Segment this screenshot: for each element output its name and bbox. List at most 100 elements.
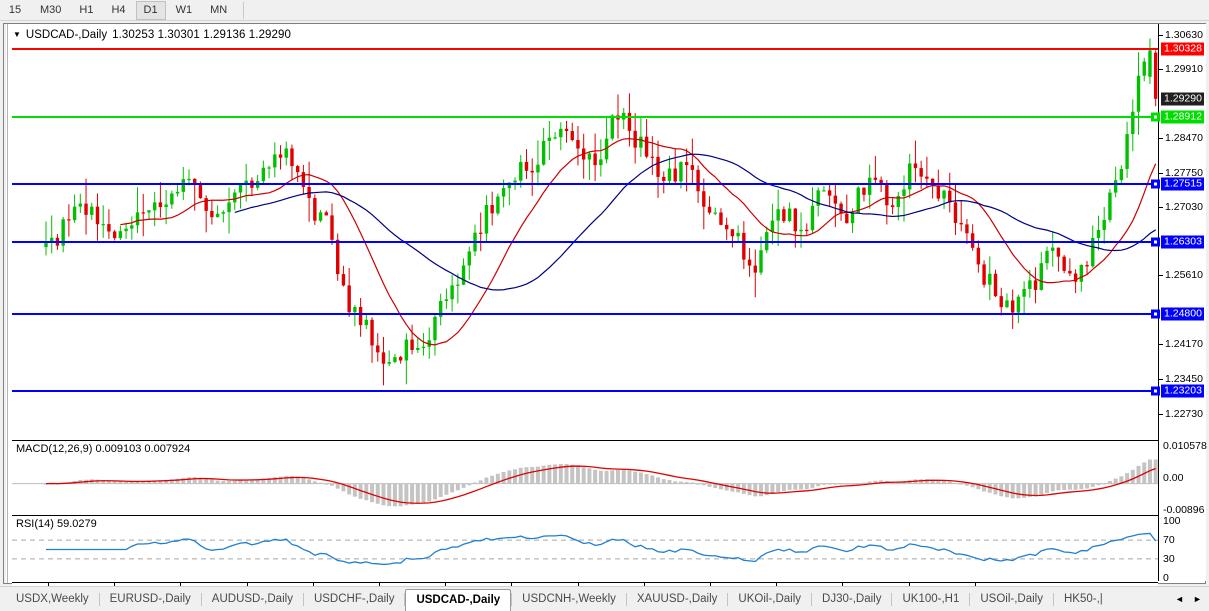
date-tick	[511, 583, 513, 586]
date-tick	[643, 583, 645, 586]
symbol-tab-uk100h1[interactable]: UK100-,H1	[902, 593, 960, 605]
date-tick	[180, 583, 182, 586]
timeframe-button-mn[interactable]: MN	[210, 4, 228, 16]
tab-divider	[625, 592, 627, 606]
symbol-tab-hk50[interactable]: HK50-,|	[1063, 593, 1103, 605]
level-line-1.23203[interactable]	[12, 389, 1158, 392]
price-tick	[1159, 207, 1163, 209]
timeframe-button-h4[interactable]: H4	[111, 4, 126, 16]
price-tag-blue[interactable]: 1.23203	[1161, 384, 1204, 398]
macd-panel[interactable]: MACD(12,26,9) 0.009103 0.007924	[12, 440, 1158, 514]
tab-divider	[98, 592, 100, 606]
rsi-panel[interactable]: RSI(14) 59.0279	[12, 515, 1158, 581]
rsi-tick-label: 30	[1163, 553, 1175, 566]
tab-divider	[891, 592, 893, 606]
price-tick	[1159, 172, 1163, 174]
timeframe-button-h1[interactable]: H1	[79, 4, 94, 16]
level-handle-marker[interactable]	[1151, 179, 1160, 189]
symbol-tab-audusddaily[interactable]: AUDUSD-,Daily	[211, 593, 293, 605]
level-line-1.26303[interactable]	[12, 241, 1158, 244]
date-tick	[48, 583, 49, 586]
timeframe-button-m30[interactable]: M30	[40, 4, 62, 16]
level-handle-marker[interactable]	[1151, 386, 1160, 396]
chart-symbol-label: USDCAD-,Daily	[25, 29, 108, 41]
level-handle-marker[interactable]	[1151, 309, 1160, 319]
price-tick-label: 1.27030	[1165, 201, 1203, 214]
rsi-label: RSI(14) 59.0279	[16, 518, 97, 530]
date-tick	[379, 583, 380, 586]
chart-frame: ▼ USDCAD-,Daily 1.30253 1.30301 1.29136 …	[3, 23, 1207, 602]
symbol-tab-dj30daily[interactable]: DJ30-,Daily	[822, 593, 882, 605]
rsi-tick-label: 0	[1163, 572, 1169, 585]
level-line-1.30328[interactable]	[12, 48, 1158, 51]
date-tick	[445, 583, 447, 586]
date-tick	[842, 583, 844, 586]
symbol-tab-usoildaily[interactable]: USOil-,Daily	[980, 593, 1043, 605]
date-tick	[974, 583, 976, 586]
date-tick	[577, 583, 579, 586]
collapse-chevron-icon[interactable]: ▼	[13, 30, 21, 39]
timeframe-button-w1[interactable]: W1	[175, 4, 193, 16]
price-tick	[1159, 379, 1163, 381]
symbol-tab-usdchfdaily[interactable]: USDCHF-,Daily	[313, 593, 395, 605]
tab-divider	[511, 592, 513, 606]
macd-tick-label: -0.00896	[1163, 504, 1205, 517]
symbol-tab-usdcnhweekly[interactable]: USDCNH-,Weekly	[522, 593, 616, 605]
price-tick	[1159, 275, 1163, 277]
tab-divider	[811, 592, 813, 606]
level-line-1.248[interactable]	[12, 313, 1158, 316]
price-candlestick-plot	[44, 38, 1158, 386]
level-handle-marker[interactable]	[1151, 112, 1160, 122]
rsi-tick-label: 100	[1163, 515, 1181, 527]
macd-label: MACD(12,26,9) 0.009103 0.007924	[16, 443, 191, 455]
toolbar-separator	[243, 1, 245, 19]
date-tick	[246, 583, 248, 586]
scroll-left-icon[interactable]: ◄	[1175, 594, 1184, 604]
price-tick-label: 1.30630	[1165, 28, 1203, 41]
price-tag-blue[interactable]: 1.26303	[1161, 235, 1204, 249]
tab-divider	[1052, 592, 1054, 606]
price-tick-label: 1.23450	[1165, 373, 1203, 386]
tab-divider	[200, 592, 202, 606]
symbol-tab-bar: USDX,Weekly EURUSD-,Daily AUDUSD-,Daily USD…	[0, 586, 1209, 611]
timeframe-toolbar: 15 M30 H1 H4 D1 W1 MN	[0, 0, 1209, 21]
price-tag-blue[interactable]: 1.27515	[1161, 177, 1204, 191]
price-tick	[1159, 69, 1163, 71]
price-panel[interactable]	[12, 24, 1158, 439]
tab-divider	[404, 592, 406, 606]
date-tick	[908, 583, 910, 586]
price-tag-red[interactable]: 1.30328	[1161, 42, 1204, 56]
symbol-tab-usdcaddaily[interactable]: USDCAD-,Daily	[405, 588, 512, 611]
tab-divider	[727, 592, 729, 606]
price-tick-label: 1.28470	[1165, 132, 1203, 145]
price-tick-label: 1.29910	[1165, 63, 1203, 76]
price-tick-label: 1.24170	[1165, 338, 1203, 351]
tab-divider	[969, 592, 971, 606]
date-tick	[776, 583, 778, 586]
price-scale-axis[interactable]: 1.30630 1.29910 1.28470 1.27750 1.27030 1.256…	[1151, 24, 1207, 585]
level-line-1.27515[interactable]	[12, 183, 1158, 185]
level-handle-marker[interactable]	[1151, 237, 1160, 247]
symbol-tab-ukoildaily[interactable]: UKOil-,Daily	[738, 593, 802, 605]
chart-scroll-strip[interactable]	[4, 24, 11, 583]
level-line-1.28912[interactable]	[12, 115, 1158, 118]
macd-plot	[12, 459, 1158, 507]
price-tick-label: 1.27750	[1165, 166, 1203, 179]
timeframe-button-15[interactable]: 15	[8, 4, 22, 16]
price-tick-label: 1.22730	[1165, 407, 1203, 420]
symbol-tab-xauusddaily[interactable]: XAUUSD-,Daily	[636, 593, 718, 605]
macd-tick-label: 0.00	[1163, 472, 1184, 485]
price-tag-blue[interactable]: 1.24800	[1161, 307, 1204, 321]
price-tag-black[interactable]: 1.29290	[1161, 92, 1204, 106]
symbol-tab-usdxweekly[interactable]: USDX,Weekly	[16, 593, 89, 605]
price-tick	[1159, 34, 1163, 36]
timeframe-button-d1[interactable]: D1	[135, 0, 166, 20]
price-tag-green[interactable]: 1.28912	[1161, 110, 1204, 124]
scroll-right-icon[interactable]: ►	[1193, 594, 1202, 604]
price-tick	[1159, 138, 1163, 140]
tab-scroll-arrows: ◄ ►	[1175, 594, 1209, 604]
rsi-plot	[12, 532, 1158, 566]
symbol-tab-eurusddaily[interactable]: EURUSD-,Daily	[109, 593, 191, 605]
tab-divider	[302, 592, 304, 606]
